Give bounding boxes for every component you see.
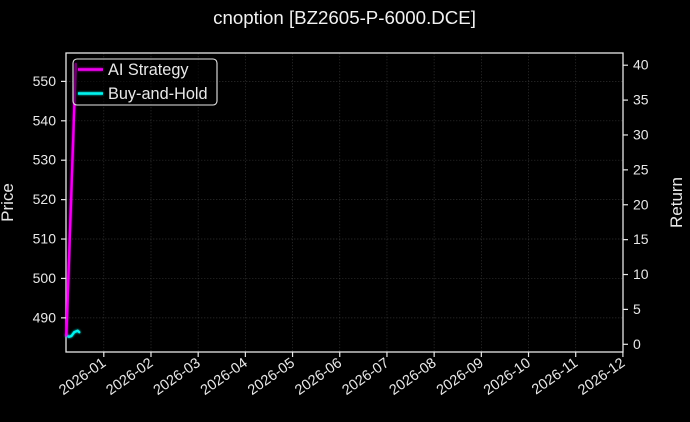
svg-text:490: 490 [33, 309, 57, 325]
svg-text:10: 10 [633, 266, 649, 282]
svg-text:AI Strategy: AI Strategy [108, 61, 189, 79]
svg-text:25: 25 [633, 161, 649, 177]
svg-text:510: 510 [33, 231, 57, 247]
svg-text:30: 30 [633, 126, 649, 142]
svg-text:15: 15 [633, 231, 649, 247]
svg-text:530: 530 [33, 152, 57, 168]
svg-text:Price: Price [0, 183, 17, 222]
svg-text:540: 540 [33, 112, 57, 128]
svg-text:Return: Return [667, 177, 686, 228]
svg-text:520: 520 [33, 191, 57, 207]
svg-text:40: 40 [633, 57, 649, 73]
svg-text:0: 0 [633, 336, 641, 352]
svg-text:35: 35 [633, 92, 649, 108]
svg-text:500: 500 [33, 270, 57, 286]
svg-text:Buy-and-Hold: Buy-and-Hold [108, 85, 208, 103]
svg-text:5: 5 [633, 301, 641, 317]
svg-text:20: 20 [633, 196, 649, 212]
svg-text:550: 550 [33, 73, 57, 89]
svg-text:cnoption [BZ2605-P-6000.DCE]: cnoption [BZ2605-P-6000.DCE] [213, 7, 476, 28]
